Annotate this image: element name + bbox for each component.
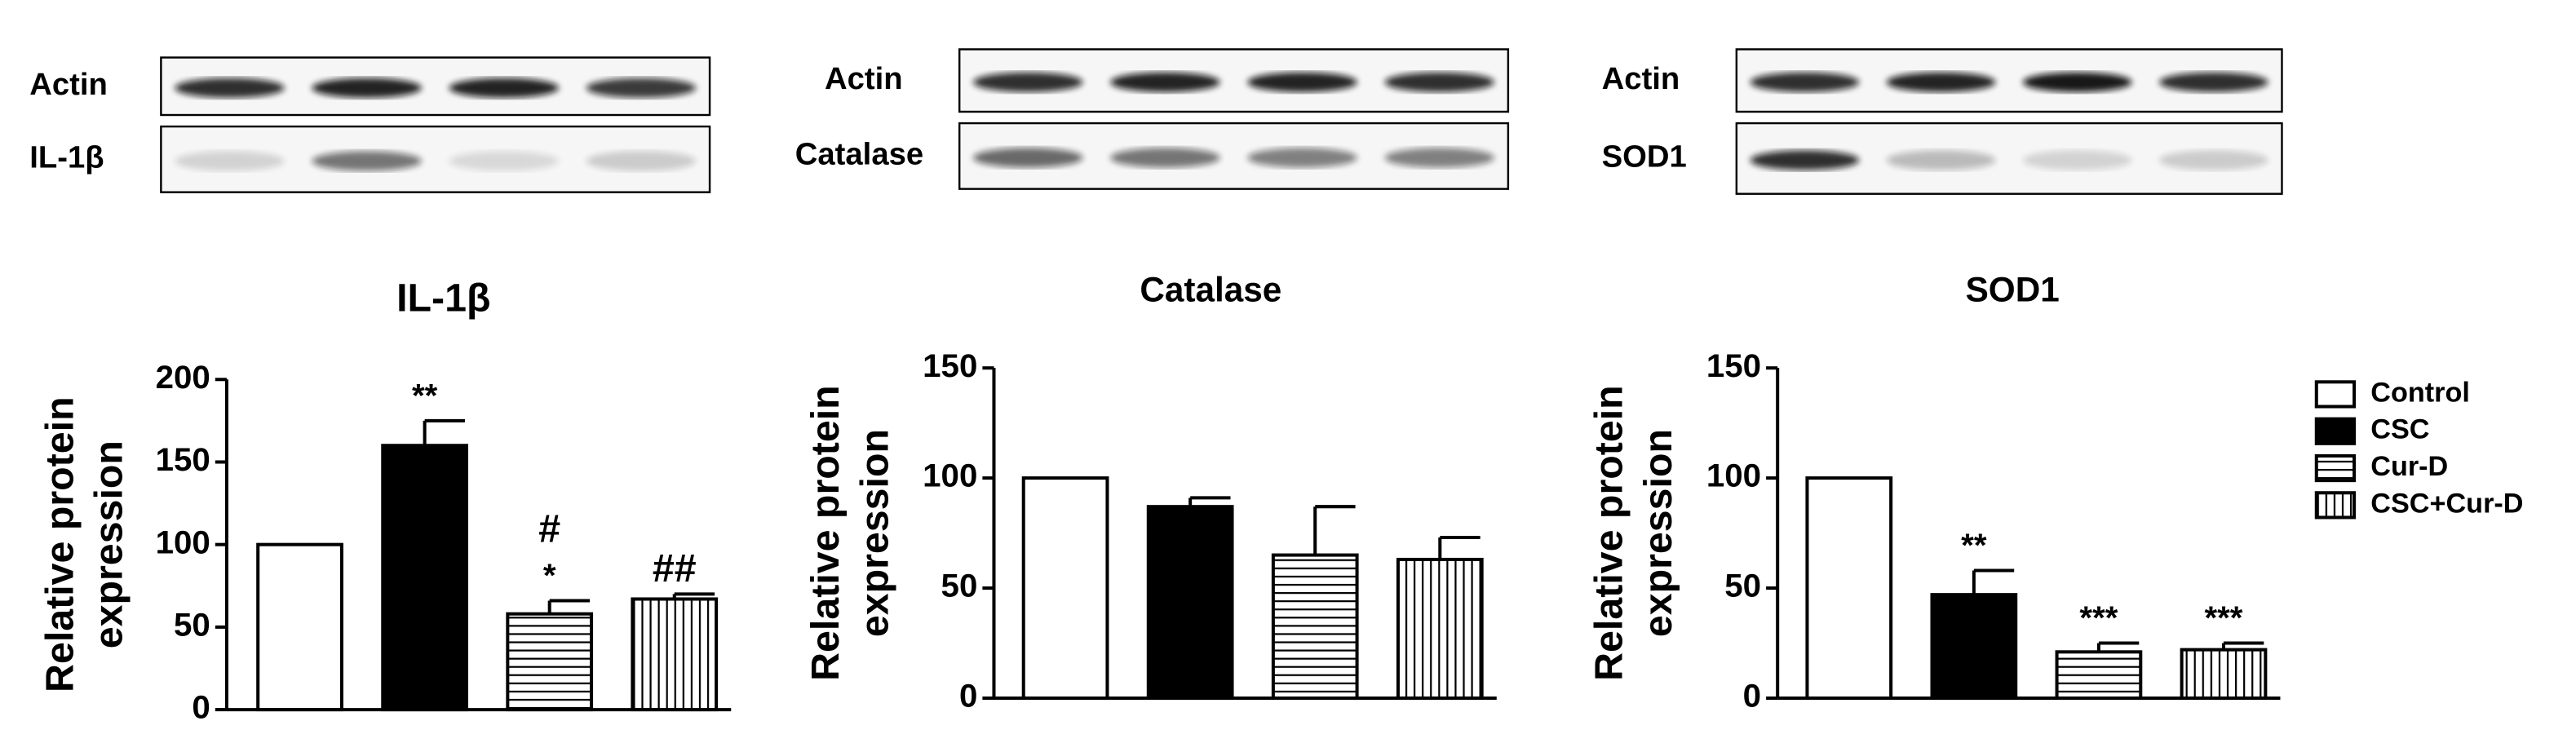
bar: [631, 597, 719, 712]
y-tick-label: 100: [1706, 458, 1761, 494]
significance-label: ##: [653, 546, 697, 590]
bar: [1930, 593, 2018, 701]
bar: [1021, 476, 1109, 701]
legend-swatch: [2314, 380, 2357, 409]
blot-band: [1750, 150, 1860, 170]
blot-label: Actin: [1602, 61, 1680, 96]
bar: [1146, 505, 1234, 701]
y-tick-label: 150: [923, 347, 977, 384]
legend-label: Control: [2370, 377, 2470, 408]
blot-label: IL-1β: [29, 139, 104, 175]
y-tick-label: 200: [156, 359, 210, 396]
blot-label: SOD1: [1602, 139, 1687, 174]
y-axis-label: Relative protein: [803, 385, 848, 681]
blot-band: [1384, 148, 1495, 168]
bar: [1396, 557, 1484, 701]
blot-band: [1886, 72, 1996, 92]
blot-band: [449, 77, 560, 98]
bar: [1805, 476, 1893, 701]
blot-label: Actin: [29, 67, 108, 102]
chart-title: IL-1β: [396, 276, 490, 320]
significance-label: **: [1961, 527, 1987, 564]
blot-band: [175, 77, 285, 98]
blot-band: [973, 148, 1083, 168]
legend-swatch: [2314, 491, 2357, 520]
y-tick-label: 50: [174, 607, 210, 643]
chart-title: SOD1: [1966, 271, 2060, 309]
y-tick-label: 50: [1724, 568, 1761, 604]
blot-band: [586, 77, 697, 98]
legend-label: Cur-D: [2370, 451, 2448, 482]
blot-band: [1110, 72, 1220, 92]
blot-band: [1750, 72, 1860, 92]
y-axis-label: expression: [87, 440, 131, 648]
blot-band: [586, 151, 697, 171]
bar: [2180, 648, 2268, 701]
y-axis-label: expression: [852, 429, 896, 637]
blot-label: Catalase: [795, 136, 923, 171]
legend-swatch: [2314, 453, 2357, 483]
bar: [1271, 553, 1359, 701]
y-tick-label: 0: [1743, 678, 1761, 714]
blot-band: [1110, 148, 1220, 168]
bar: [506, 612, 594, 712]
significance-label: **: [412, 377, 438, 414]
y-axis-label: expression: [1636, 429, 1680, 637]
significance-label: ***: [2204, 599, 2242, 636]
blot-band: [2022, 150, 2132, 170]
y-axis-label: Relative protein: [1587, 385, 1631, 681]
bar: [2055, 650, 2143, 701]
y-tick-label: 100: [156, 524, 210, 560]
y-tick-label: 150: [156, 441, 210, 478]
bar: [256, 542, 343, 712]
blot-band: [1247, 72, 1357, 92]
y-tick-label: 50: [941, 568, 978, 604]
blot-band: [1886, 150, 1996, 170]
significance-label: ***: [2079, 599, 2118, 636]
chart-title: Catalase: [1140, 271, 1281, 309]
significance-label: #: [538, 507, 560, 551]
blot-label: Actin: [825, 61, 903, 96]
bar: [381, 444, 468, 712]
blot-band: [175, 151, 285, 171]
legend-label: CSC+Cur-D: [2370, 488, 2523, 519]
blot-band: [2022, 72, 2132, 92]
y-tick-label: 100: [923, 458, 977, 494]
blot-band: [2159, 72, 2268, 92]
y-tick-label: 0: [192, 689, 210, 726]
blot-band: [973, 72, 1083, 92]
blot-band: [312, 151, 422, 171]
y-tick-label: 0: [959, 678, 977, 714]
significance-label: *: [543, 557, 556, 594]
blot-band: [2159, 150, 2268, 170]
blot-band: [312, 77, 422, 98]
y-tick-label: 150: [1706, 347, 1761, 384]
legend-swatch: [2314, 417, 2357, 445]
blot-band: [1384, 72, 1495, 92]
y-axis-label: Relative protein: [38, 396, 82, 692]
blot-band: [1247, 148, 1357, 168]
legend-label: CSC: [2370, 414, 2429, 445]
blot-band: [449, 151, 560, 171]
